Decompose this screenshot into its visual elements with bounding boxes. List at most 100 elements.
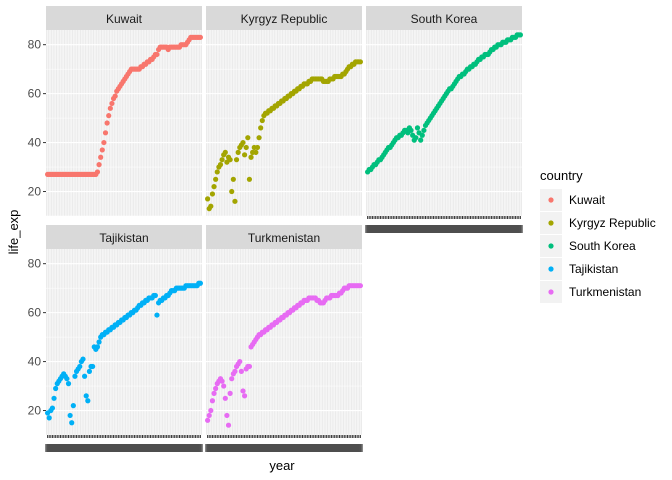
- data-point: [209, 191, 216, 197]
- legend: country Kuwait Kyrgyz Republic South Korea T…: [540, 168, 656, 303]
- legend-label: Tajikistan: [569, 262, 618, 276]
- data-point: [238, 368, 244, 374]
- data-point: [225, 422, 232, 428]
- data-point: [208, 203, 214, 209]
- facet-strip-label: South Korea: [411, 12, 478, 26]
- data-point: [219, 378, 225, 384]
- data-point: [357, 283, 363, 289]
- panel-background: [46, 249, 202, 435]
- panel-background: [206, 249, 362, 435]
- data-point: [70, 403, 76, 409]
- data-point: [213, 176, 219, 182]
- data-point: [197, 34, 203, 40]
- data-point: [256, 135, 262, 141]
- data-point: [232, 198, 238, 204]
- data-point: [258, 125, 264, 131]
- data-point: [224, 412, 230, 419]
- data-point: [229, 376, 235, 382]
- legend-key-point: [548, 220, 554, 226]
- data-point: [219, 157, 225, 163]
- panel-background: [46, 30, 202, 216]
- data-point: [154, 51, 160, 58]
- facet-panel: Kuwait 20 40 60 80: [28, 6, 203, 217]
- facet-strip-label: Tajikistan: [99, 231, 148, 245]
- y-tick-label: 80: [28, 257, 42, 271]
- data-point: [90, 363, 96, 370]
- data-point: [253, 149, 259, 155]
- data-point: [357, 59, 363, 65]
- data-point: [419, 132, 425, 138]
- data-point: [214, 169, 220, 175]
- y-tick-label: 40: [28, 355, 42, 369]
- data-point: [96, 162, 102, 168]
- data-point: [421, 127, 427, 133]
- x-tick-label-overplotted: [517, 225, 523, 233]
- data-point: [205, 196, 211, 202]
- data-point: [49, 405, 56, 411]
- data-point: [206, 412, 212, 419]
- data-point: [80, 356, 86, 362]
- data-point: [222, 395, 228, 401]
- data-point: [413, 135, 419, 141]
- y-tick-label: 40: [28, 136, 42, 150]
- data-point: [246, 176, 253, 182]
- legend-label: Kyrgyz Republic: [569, 216, 656, 230]
- x-axis-title: year: [269, 458, 295, 473]
- data-point: [81, 373, 88, 379]
- data-point: [235, 149, 241, 155]
- data-point: [51, 395, 57, 401]
- data-point: [98, 154, 104, 160]
- data-point: [248, 154, 254, 160]
- data-point: [414, 125, 421, 131]
- panel-background: [206, 30, 362, 216]
- y-tick-label: 80: [28, 38, 42, 52]
- facet-panel: Turkmenistan: [205, 225, 363, 452]
- y-tick-label: 20: [28, 404, 42, 418]
- data-point: [104, 120, 110, 126]
- y-tick-label: 60: [28, 87, 42, 101]
- data-point: [254, 144, 261, 151]
- legend-key-point: [548, 266, 554, 272]
- data-point: [96, 339, 102, 345]
- data-point: [517, 32, 523, 38]
- x-tick-label-overplotted: [357, 444, 363, 452]
- data-point: [197, 280, 203, 286]
- data-point: [232, 368, 238, 374]
- data-point: [418, 137, 424, 143]
- data-point: [246, 363, 253, 370]
- data-point: [65, 381, 72, 387]
- data-point: [230, 176, 236, 182]
- data-point: [211, 390, 217, 396]
- data-point: [94, 344, 101, 350]
- data-point: [53, 385, 59, 392]
- data-point: [233, 157, 240, 163]
- legend-title: country: [540, 168, 583, 183]
- legend-key-point: [548, 289, 554, 295]
- data-point: [106, 113, 112, 119]
- data-point: [259, 117, 265, 124]
- data-point: [152, 292, 158, 299]
- facet-strip-label: Turkmenistan: [248, 231, 320, 245]
- data-point: [240, 388, 246, 394]
- panel-background: [366, 30, 522, 216]
- data-point: [240, 139, 246, 146]
- data-point: [64, 376, 70, 382]
- facet-panel: South Korea: [365, 6, 523, 233]
- data-point: [101, 139, 107, 146]
- data-point: [243, 144, 249, 151]
- data-point: [77, 363, 83, 370]
- facet-strip-label: Kyrgyz Republic: [241, 12, 328, 26]
- data-point: [245, 135, 251, 141]
- data-point: [154, 312, 160, 318]
- data-point: [211, 184, 217, 190]
- data-point: [69, 420, 75, 426]
- y-axis-title: life_exp: [6, 210, 21, 255]
- data-point: [205, 417, 211, 423]
- data-point: [46, 415, 52, 421]
- legend-label: Turkmenistan: [569, 285, 641, 299]
- legend-label: Kuwait: [569, 193, 606, 207]
- data-point: [208, 407, 214, 414]
- legend-key-point: [548, 243, 554, 249]
- data-point: [94, 169, 101, 175]
